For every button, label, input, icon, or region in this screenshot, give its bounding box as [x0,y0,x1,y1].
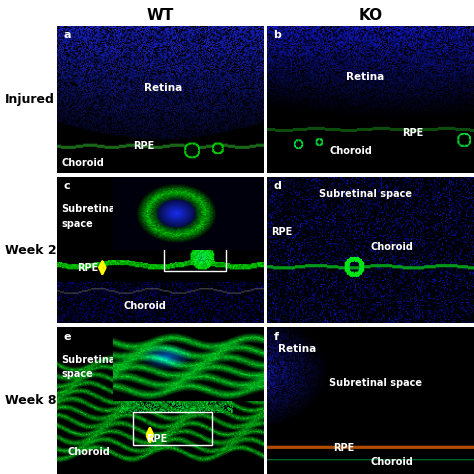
Text: Injured: Injured [5,93,55,106]
Text: a: a [63,30,71,40]
Text: d: d [273,181,282,191]
Text: Choroid: Choroid [371,242,413,252]
Text: f: f [273,332,279,342]
Text: Subretinal: Subretinal [61,204,119,214]
Text: RPE: RPE [272,228,293,237]
Text: RPE: RPE [78,263,99,273]
Bar [164,244,227,271]
Text: space: space [61,369,93,379]
Text: Choroid: Choroid [371,457,413,467]
Text: Choroid: Choroid [123,301,166,311]
Bar [133,412,212,445]
Text: e: e [63,332,71,342]
Text: b: b [273,30,282,40]
Text: RPE: RPE [334,443,355,453]
Text: RPE: RPE [146,434,167,444]
Text: Retina: Retina [144,83,182,93]
Text: Subretinal space: Subretinal space [329,378,422,388]
Text: space: space [61,219,93,228]
Text: RPE: RPE [401,128,423,138]
Text: Subretinal space: Subretinal space [319,189,412,199]
Text: Choroid: Choroid [61,157,104,168]
Text: Week 2: Week 2 [5,244,56,256]
Text: WT: WT [146,8,174,23]
Text: Week 8: Week 8 [5,394,56,407]
Text: Retina: Retina [346,73,384,82]
Text: RPE: RPE [133,141,155,151]
Text: Choroid: Choroid [329,146,372,156]
Text: Retina: Retina [278,344,316,354]
Text: c: c [63,181,70,191]
Text: KO: KO [359,8,383,23]
Text: Subretinal: Subretinal [61,355,119,365]
Text: Choroid: Choroid [67,447,110,457]
